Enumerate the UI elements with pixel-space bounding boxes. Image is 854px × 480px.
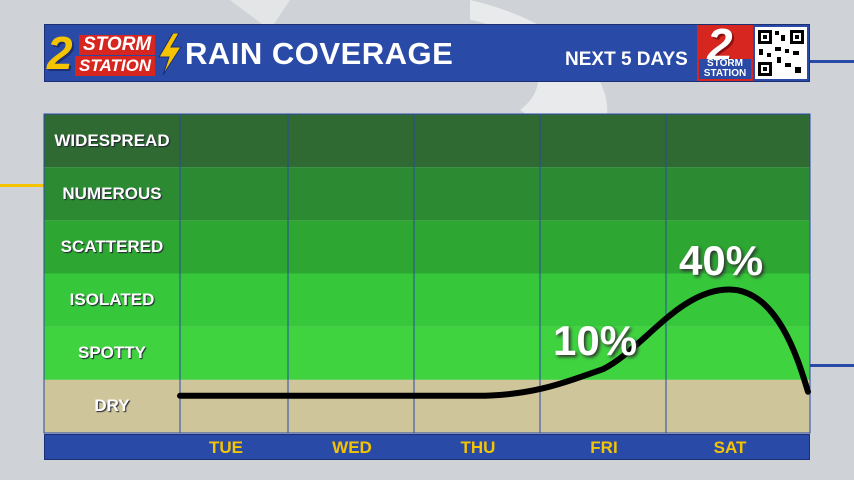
channel-logo: 2 STORM STATION xyxy=(697,21,753,81)
category-label-numerous: NUMEROUS xyxy=(62,183,162,203)
logo-word-station: STATION xyxy=(75,56,156,76)
day-label-wed: WED xyxy=(332,438,372,457)
logo-word-storm: STORM xyxy=(79,35,156,55)
category-label-spotty: SPOTTY xyxy=(77,343,146,363)
coverage-band-spotty xyxy=(44,326,810,380)
day-label-thu: THU xyxy=(460,438,496,457)
chart-frame xyxy=(43,113,811,434)
coverage-band-numerous xyxy=(44,167,810,221)
right-accent-line-top xyxy=(810,60,854,63)
coverage-band-isolated xyxy=(44,273,810,327)
category-label-isolated: ISOLATED xyxy=(69,290,155,310)
channel-logo-word: STORM STATION xyxy=(699,59,751,79)
category-label-dry: DRY xyxy=(94,396,130,416)
data-label-sat: 40% xyxy=(679,237,764,285)
data-label-fri: 10% xyxy=(553,317,638,365)
forecast-range: NEXT 5 DAYS xyxy=(565,49,688,70)
lightning-icon xyxy=(158,33,182,75)
category-label-scattered: SCATTERED xyxy=(60,236,164,256)
storm-station-logo: 2 STORM STATION xyxy=(45,25,182,81)
qr-code-icon[interactable] xyxy=(755,27,807,79)
right-accent-line-bottom xyxy=(810,364,854,367)
coverage-band-widespread xyxy=(44,114,810,168)
day-label-tue: TUE xyxy=(209,438,243,457)
coverage-line xyxy=(177,286,811,399)
coverage-band-dry xyxy=(44,379,810,433)
day-label-sat: SAT xyxy=(713,438,747,457)
day-label-fri: FRI xyxy=(590,438,618,457)
category-label-widespread: WIDESPREAD xyxy=(54,130,170,150)
left-accent-line xyxy=(0,184,44,187)
page-title: RAIN COVERAGE xyxy=(185,36,454,71)
logo-number: 2 xyxy=(47,27,73,79)
header-bar: 2 STORM STATION RAIN COVERAGE NEXT 5 DAY… xyxy=(44,21,810,82)
day-axis: TUE WED THU FRI SAT xyxy=(44,434,810,460)
coverage-band-scattered xyxy=(44,220,810,274)
